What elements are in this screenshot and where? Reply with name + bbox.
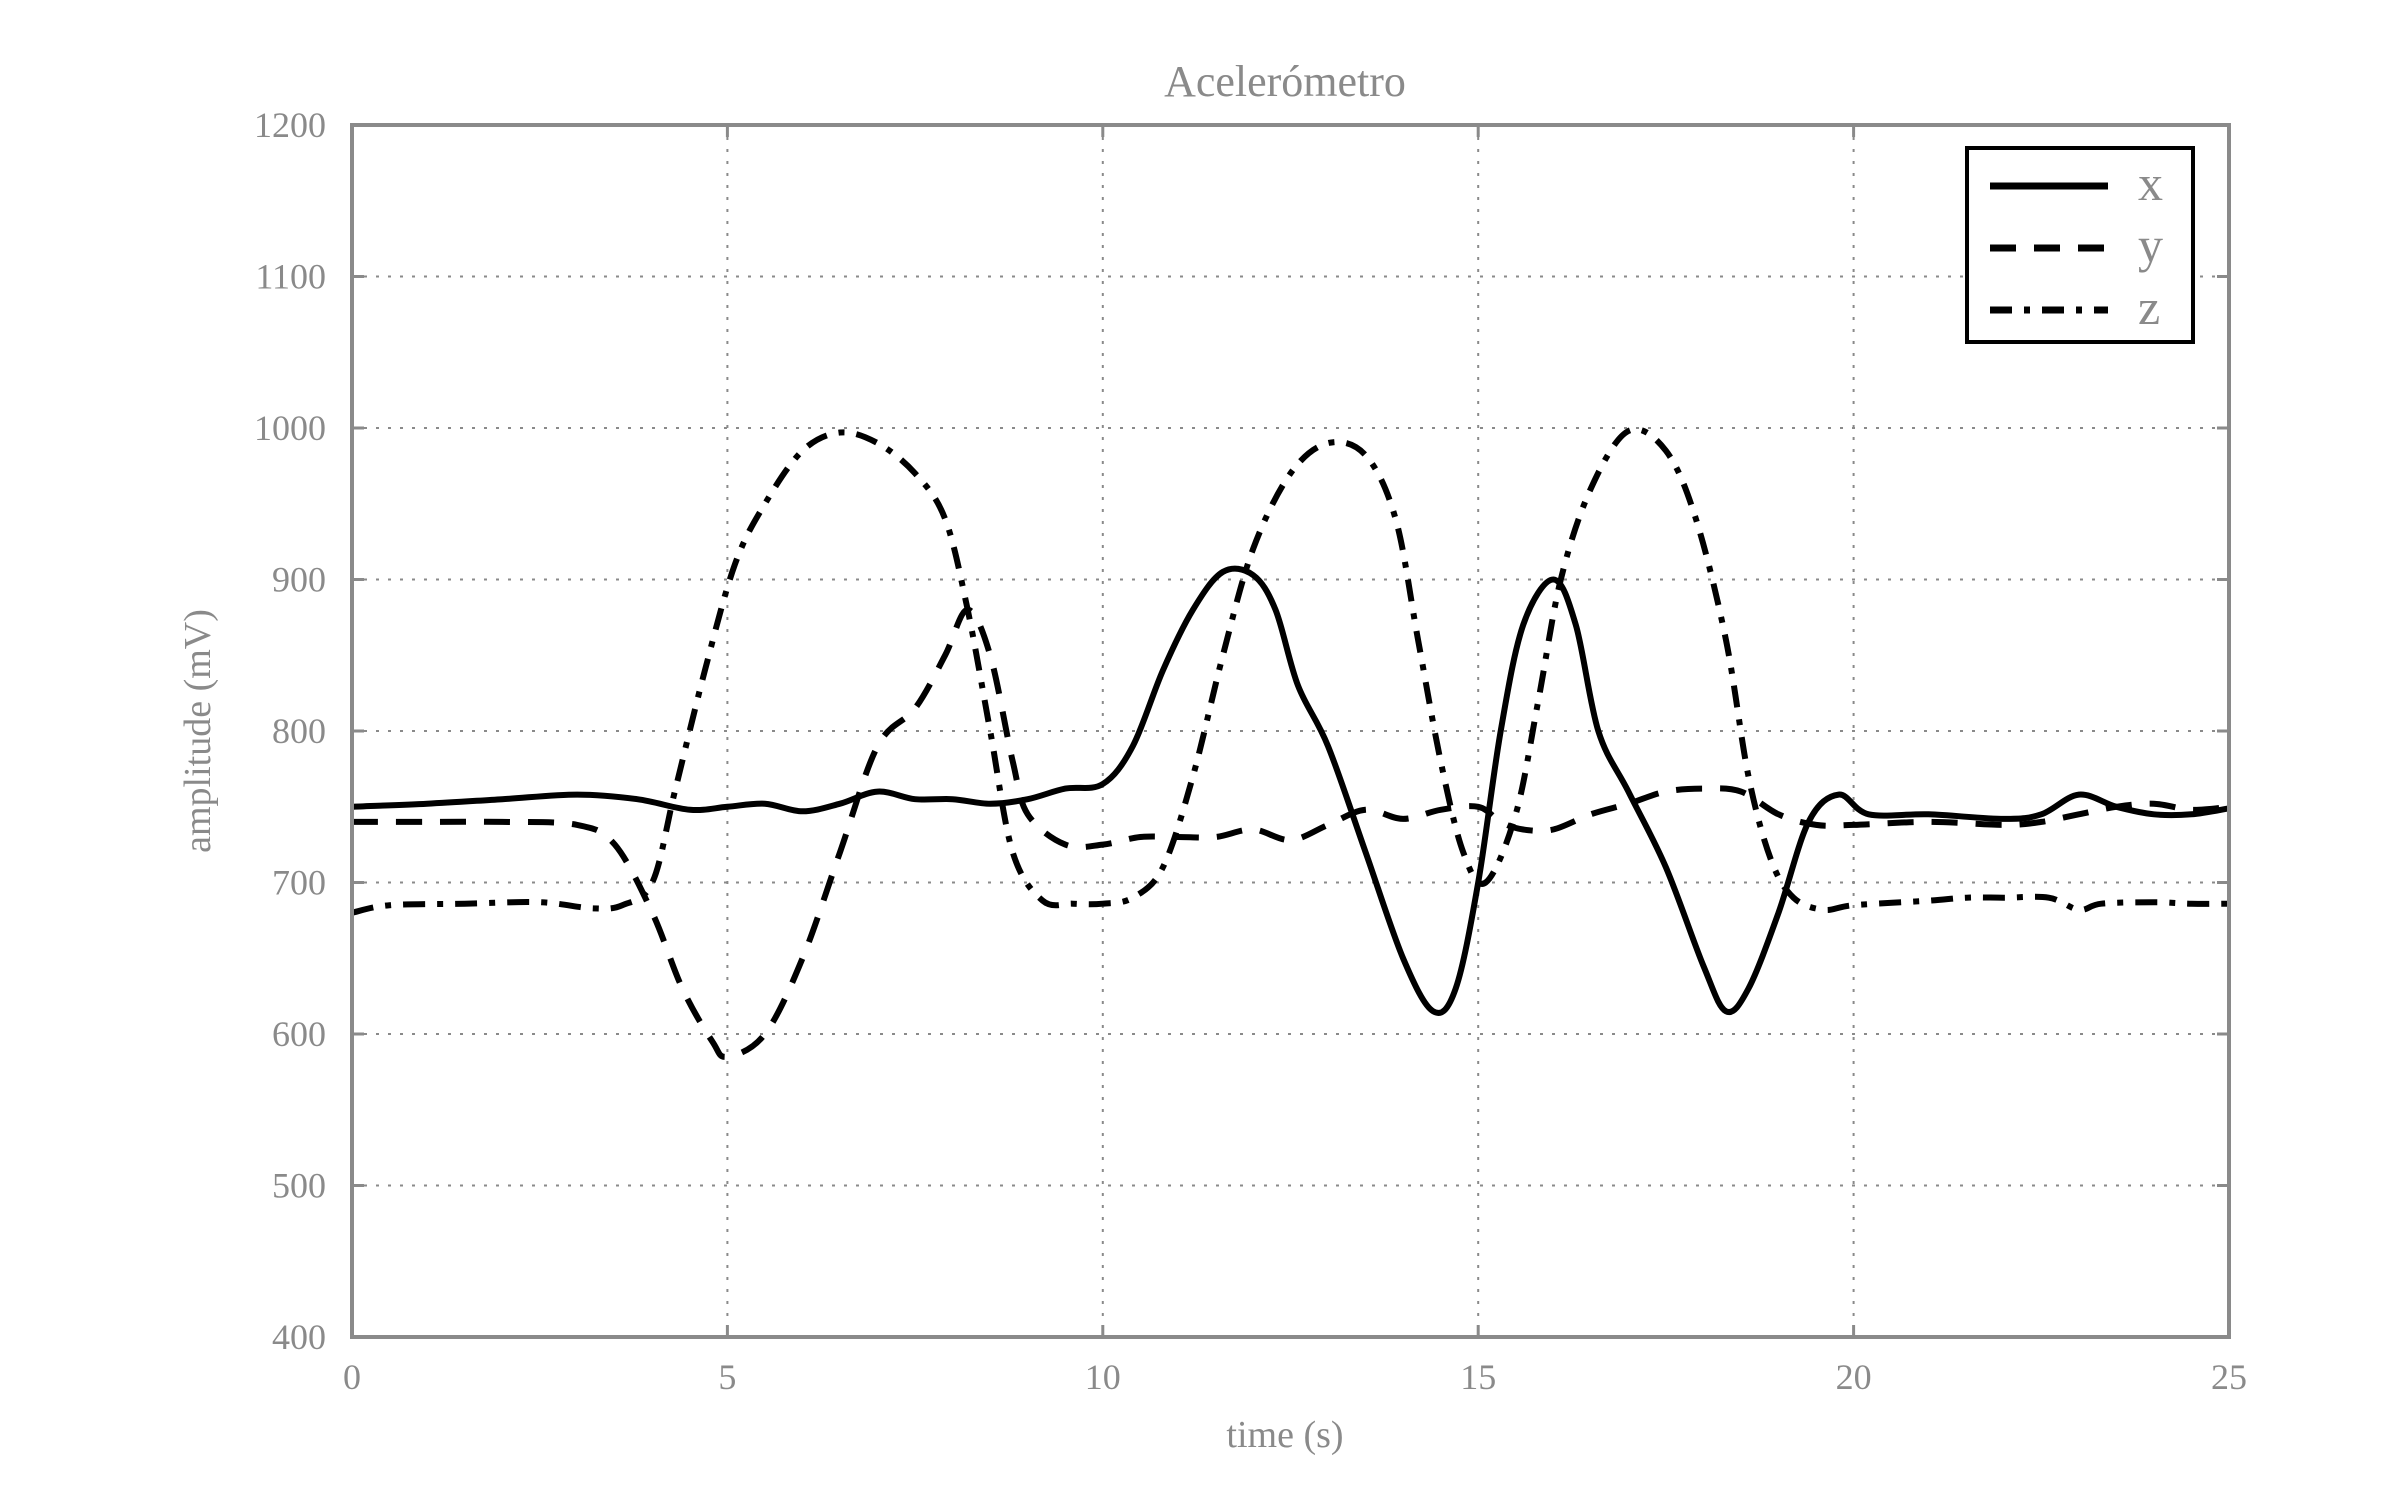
legend-label-z: z — [2138, 279, 2160, 335]
x-tick-label: 0 — [343, 1357, 361, 1397]
series-layer — [351, 426, 2230, 1060]
y-tick-label: 1000 — [254, 408, 326, 448]
x-tick-label: 10 — [1085, 1357, 1121, 1397]
legend-label-x: x — [2138, 155, 2163, 211]
x-tick-label: 5 — [718, 1357, 736, 1397]
y-tick-label: 600 — [272, 1014, 326, 1054]
grid — [352, 125, 2229, 1337]
series-line-z — [351, 426, 2230, 916]
chart-title: Acelerómetro — [1164, 57, 1406, 106]
y-tick-label: 700 — [272, 863, 326, 903]
legend: xyz — [1965, 146, 2195, 344]
y-tick-label: 900 — [272, 560, 326, 600]
x-axis-label: time (s) — [1226, 1414, 1343, 1456]
y-tick-label: 800 — [272, 711, 326, 751]
legend-label-y: y — [2138, 217, 2163, 273]
tick-labels: 0 5 10 15 20 25 400 500 600 700 800 900 1000 1100 1200 — [254, 105, 2247, 1397]
y-tick-label: 400 — [272, 1317, 326, 1357]
y-tick-label: 1100 — [255, 257, 326, 297]
y-axis-label: amplitude (mV) — [177, 609, 219, 853]
x-tick-label: 20 — [1836, 1357, 1872, 1397]
series-line-y — [352, 606, 2230, 1060]
legend-entries: xyz — [1990, 155, 2163, 335]
series-line-x — [351, 565, 2230, 1016]
x-tick-label: 25 — [2211, 1357, 2247, 1397]
y-tick-label: 500 — [272, 1166, 326, 1206]
x-tick-label: 15 — [1460, 1357, 1496, 1397]
y-tick-label: 1200 — [254, 105, 326, 145]
